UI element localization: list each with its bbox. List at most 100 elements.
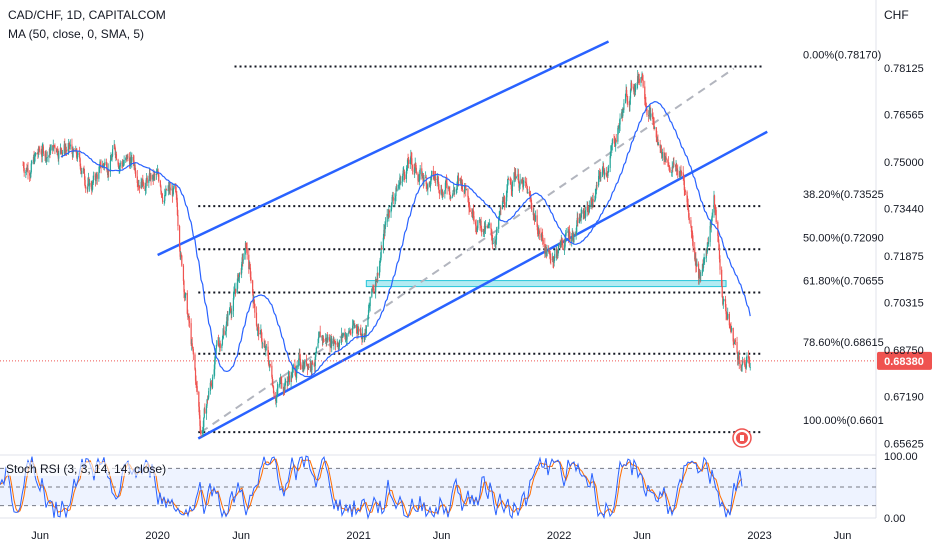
candle-body xyxy=(107,169,109,175)
candle-body xyxy=(534,215,537,221)
candle-body xyxy=(323,340,325,342)
candle-body xyxy=(375,278,377,282)
candle-body xyxy=(294,364,296,371)
candle-body xyxy=(564,238,566,247)
candle-body xyxy=(405,171,408,179)
candle-body xyxy=(103,164,105,167)
candle-body xyxy=(233,289,236,292)
candle-body xyxy=(200,431,202,435)
time-tick-label: Jun xyxy=(834,530,852,542)
candle-body xyxy=(580,213,582,221)
candle-body xyxy=(653,123,655,129)
candle-body xyxy=(38,149,41,151)
candle-body xyxy=(311,360,313,371)
candle-body xyxy=(738,356,740,364)
candle-body xyxy=(360,328,362,334)
candle-body xyxy=(565,233,567,239)
candle-body xyxy=(221,339,224,345)
price-axis[interactable]: 0.78125 0.76565 0.75000 0.73440 0.71875 0.703… xyxy=(884,63,924,525)
candle-body xyxy=(537,234,539,235)
candle-body xyxy=(419,168,421,175)
trend-lines[interactable] xyxy=(157,40,768,440)
candle-body xyxy=(167,189,169,191)
candle-body xyxy=(610,149,612,152)
candle-body xyxy=(354,325,356,326)
candle-body xyxy=(457,177,460,182)
candle-body xyxy=(451,194,454,197)
candle-body xyxy=(65,150,68,152)
candle-body xyxy=(468,208,471,211)
candle-body xyxy=(455,189,457,191)
candle-body xyxy=(328,337,331,342)
indicator-label: MA (50, close, 0, SMA, 5) xyxy=(8,27,145,41)
candle-body xyxy=(601,168,604,177)
candle-body xyxy=(732,327,734,342)
candle-body xyxy=(341,334,343,336)
candle-body xyxy=(238,272,241,278)
candle-body xyxy=(141,178,143,188)
candle-body xyxy=(604,172,606,176)
candle-body xyxy=(164,195,166,201)
candle-body xyxy=(452,190,454,195)
candle-body xyxy=(34,154,36,157)
candle-body xyxy=(88,182,91,186)
candle-body xyxy=(226,316,228,325)
support-zone xyxy=(365,280,727,288)
candle-body xyxy=(105,161,108,167)
candle-body xyxy=(79,158,81,167)
candle-body xyxy=(613,139,615,141)
candle-body xyxy=(23,168,25,173)
candle-body xyxy=(542,239,544,244)
candle-body xyxy=(353,323,355,326)
candle-body xyxy=(60,148,63,153)
candle-body xyxy=(398,183,400,185)
candle-body xyxy=(449,194,451,198)
candle-body xyxy=(736,352,739,360)
candle-body xyxy=(311,360,314,364)
candle-body xyxy=(208,391,210,398)
candle-body xyxy=(436,179,438,181)
candle-body xyxy=(223,330,225,335)
candle-body xyxy=(719,259,721,270)
candle-body xyxy=(741,364,743,372)
candle-body xyxy=(192,346,194,350)
candle-body xyxy=(729,326,732,329)
candle-body xyxy=(95,176,97,182)
candle-body xyxy=(202,430,204,435)
candle-body xyxy=(742,360,744,362)
event-marker[interactable] xyxy=(732,428,752,448)
fibonacci-retracement[interactable]: 0.00%(0.78170) 38.20%(0.73525 50.00%(0.720… xyxy=(198,49,884,434)
candle-body xyxy=(30,163,32,173)
candle-body xyxy=(492,243,494,245)
time-axis[interactable]: Jun 2020 Jun 2021 Jun 2022 Jun 2023 Jun xyxy=(31,530,851,542)
candle-body xyxy=(747,355,750,359)
candle-body xyxy=(356,332,359,334)
candle-body xyxy=(509,179,511,182)
candle-body xyxy=(736,342,738,353)
candle-body xyxy=(549,254,551,260)
candle-body xyxy=(379,261,381,266)
candle-body xyxy=(196,383,198,387)
candle-body xyxy=(214,352,216,360)
candle-body xyxy=(384,222,387,225)
price-badge-bg xyxy=(877,351,932,370)
candle-body xyxy=(514,172,516,176)
candle-body xyxy=(192,349,194,355)
candle-body xyxy=(395,187,397,197)
candle-body xyxy=(122,164,125,166)
candle-body xyxy=(260,330,263,339)
candle-body xyxy=(476,228,478,232)
currency-label: CHF xyxy=(884,8,909,22)
candle-body xyxy=(265,346,267,348)
candle-body xyxy=(227,313,229,321)
stoch-tick-label: 0.00 xyxy=(884,513,905,525)
candle-body xyxy=(746,355,748,363)
candle-body xyxy=(606,173,608,175)
candle-body xyxy=(450,196,452,198)
candle-body xyxy=(672,162,674,168)
candle-body xyxy=(181,255,183,266)
candle-body xyxy=(253,299,255,304)
candle-body xyxy=(79,152,81,159)
price-tick-label: 0.76565 xyxy=(884,110,924,122)
fib-trend-line xyxy=(200,67,735,433)
